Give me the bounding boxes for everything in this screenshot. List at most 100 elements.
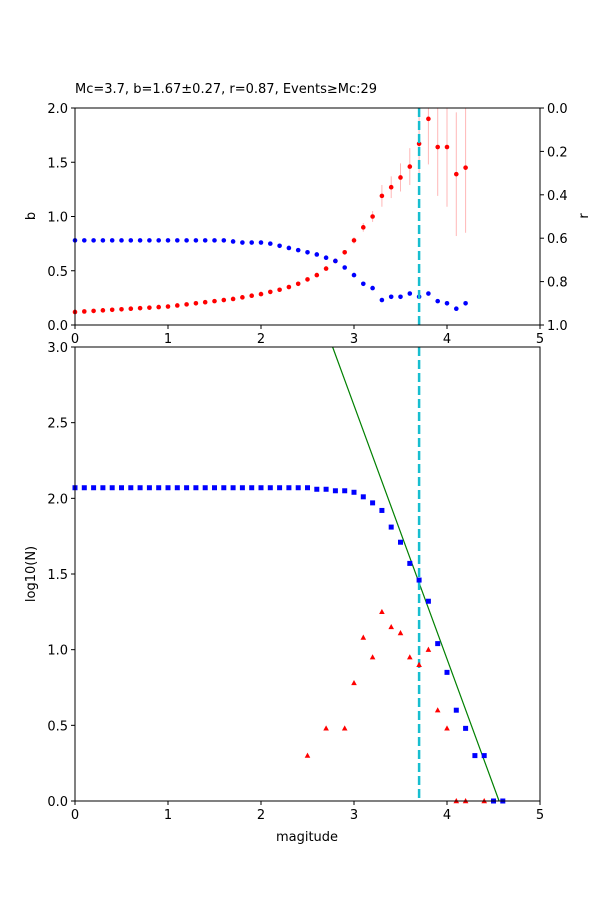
bvalue-point xyxy=(277,287,282,293)
cumulative-point xyxy=(202,485,208,491)
cumulative-point xyxy=(416,577,422,583)
bvalue-point xyxy=(379,193,385,199)
x-tick-label: 2 xyxy=(257,332,265,347)
y-tick-label: 2.0 xyxy=(47,492,68,507)
bvalue-point xyxy=(323,266,329,271)
cumulative-point xyxy=(314,486,320,492)
cumulative-point xyxy=(407,560,413,566)
cumulative-point xyxy=(472,753,478,759)
noncumulative-point xyxy=(416,661,422,667)
cumulative-point xyxy=(212,485,217,491)
x-tick-label: 0 xyxy=(71,808,79,823)
cumulative-point xyxy=(425,598,431,604)
cumulative-point xyxy=(277,485,283,491)
x-tick-label: 3 xyxy=(350,808,358,823)
cumulative-point xyxy=(137,485,143,491)
x-ticks: 0 1 2 3 4 5 xyxy=(71,325,544,347)
noncumulative-point xyxy=(369,654,376,660)
cumulative-point xyxy=(286,485,292,491)
bvalue-point xyxy=(230,296,236,302)
bvalue-point xyxy=(435,144,441,150)
r-point xyxy=(379,297,385,303)
cumulative-point xyxy=(267,485,273,491)
cumulative-point xyxy=(119,485,124,491)
bvalue-point xyxy=(454,171,459,177)
r-point xyxy=(295,247,301,253)
r-point xyxy=(463,301,468,306)
r-point xyxy=(342,265,348,270)
x-tick-label: 4 xyxy=(443,808,451,823)
r-point xyxy=(240,240,245,245)
bvalue-point xyxy=(240,295,245,300)
r-point xyxy=(109,238,115,243)
y-tick-label-right: 0.4 xyxy=(547,189,568,204)
plot-frame xyxy=(74,346,541,802)
y-tick-label: 0.0 xyxy=(47,319,68,334)
y-axis-label: b xyxy=(24,212,39,220)
cumulative-point xyxy=(360,494,366,500)
cumulative-point xyxy=(453,707,459,713)
r-point xyxy=(137,238,143,243)
bvalue-point xyxy=(175,303,180,308)
x-axis-label: magitude xyxy=(276,830,338,845)
noncumulative-point xyxy=(407,654,413,660)
y-tick-label: 0.5 xyxy=(47,265,68,280)
y-axis-label-right: r xyxy=(577,213,592,219)
y-axis-label: log10(N) xyxy=(24,546,39,602)
bvalue-point xyxy=(314,272,320,278)
cumulative-point xyxy=(351,489,357,495)
cumulative-point xyxy=(305,485,310,491)
bvalue-point xyxy=(100,308,106,313)
y-tick-label-right: 0.2 xyxy=(547,145,568,160)
x-tick-label: 3 xyxy=(350,332,358,347)
bvalue-point xyxy=(305,277,310,282)
r-point xyxy=(323,255,329,261)
y-tick-label-right: 1.0 xyxy=(547,319,568,334)
x-tick-label: 4 xyxy=(443,332,451,347)
x-tick-label: 5 xyxy=(536,808,544,823)
r-point xyxy=(212,238,217,243)
x-tick-label: 1 xyxy=(164,808,172,823)
cumulative-point xyxy=(379,507,385,513)
cumulative-point xyxy=(258,485,264,491)
cumulative-point xyxy=(165,485,171,491)
noncumulative-point xyxy=(379,608,385,615)
noncumulative-point xyxy=(351,679,357,686)
fmd-panel: 0 1 2 3 4 5 0.0 0.5 1.0 1.5 2.0 2.5 3.0 magitude lo… xyxy=(24,341,544,845)
r-point xyxy=(165,238,171,243)
bvalue-point xyxy=(258,291,264,297)
r-point xyxy=(361,281,366,287)
cumulative-point xyxy=(221,485,227,491)
r-point xyxy=(119,238,124,243)
r-point xyxy=(193,238,199,243)
bvalue-point xyxy=(156,304,161,310)
y-tick-label-right: 0.6 xyxy=(547,232,568,247)
r-point xyxy=(91,238,96,243)
y-ticks: 0.0 0.5 1.0 1.5 2.0 2.5 3.0 xyxy=(47,341,75,810)
y-tick-label-right: 0.8 xyxy=(547,276,568,291)
r-point xyxy=(184,238,189,243)
r-point xyxy=(407,291,413,296)
cumulative-point xyxy=(146,485,152,491)
bvalue-point xyxy=(109,307,115,313)
y-tick-label: 0.0 xyxy=(47,795,68,810)
bvalue-point xyxy=(128,306,134,312)
noncumulative-point xyxy=(434,707,441,713)
noncumulative-point xyxy=(304,752,311,758)
y-tick-label: 1.5 xyxy=(47,568,68,583)
r-point xyxy=(444,301,450,306)
bvalue-point xyxy=(202,299,208,305)
cumulative-point xyxy=(128,485,134,491)
x-tick-label: 0 xyxy=(71,332,79,347)
bvalue-point xyxy=(398,175,403,180)
cumulative-point xyxy=(388,524,394,530)
bvalue-panel: Mc=3.7, b=1.67±0.27, r=0.87, Events≥Mc:2… xyxy=(24,82,592,347)
y-tick-label: 1.0 xyxy=(47,211,68,226)
bvalue-point xyxy=(137,305,143,311)
y-tick-label-right: 0.0 xyxy=(547,102,568,117)
bvalue-point xyxy=(165,304,171,309)
noncumulative-point xyxy=(444,725,450,731)
cumulative-point xyxy=(100,485,106,491)
r-point xyxy=(314,252,320,257)
